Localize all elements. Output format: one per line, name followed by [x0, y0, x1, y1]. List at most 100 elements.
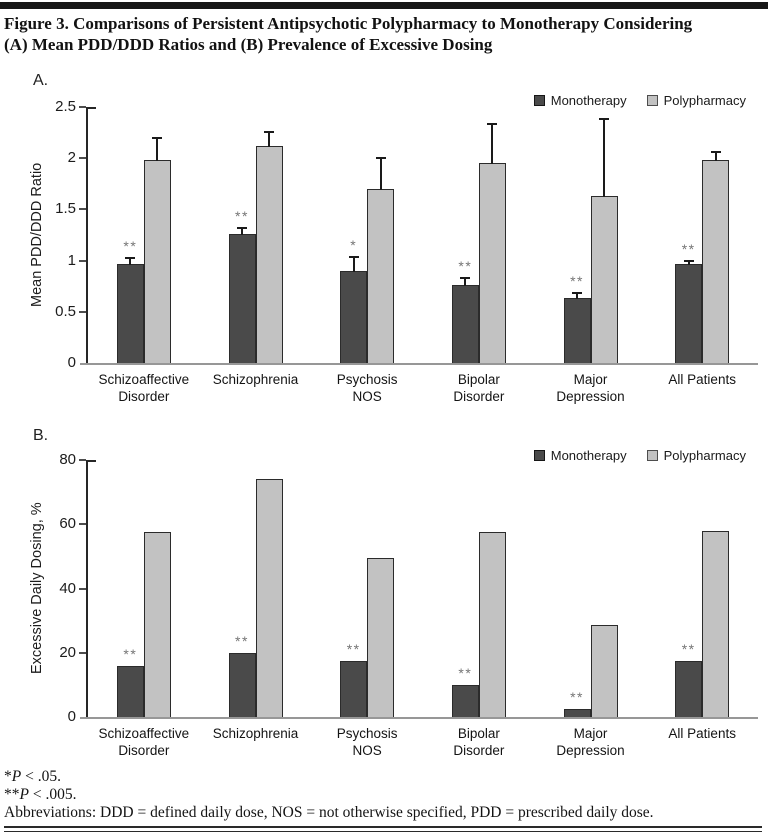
legend-label-monotherapy: Monotherapy: [550, 93, 627, 108]
x-category-label: All Patients: [668, 372, 736, 387]
error-bar: [241, 227, 243, 235]
error-bar: [268, 131, 270, 147]
x-category-label: Schizoaffective Disorder: [98, 726, 190, 758]
x-category-label: Schizoaffective Disorder: [98, 372, 190, 404]
category-group: ** Psychosis NOS: [311, 460, 423, 758]
significance-marker: *: [350, 237, 358, 253]
legend-item-monotherapy: Monotherapy: [533, 93, 627, 108]
y-axis-tick-label: 0: [67, 708, 76, 725]
category-group: ** Major Depression: [535, 460, 647, 758]
significance-marker: **: [123, 238, 138, 254]
y-axis-tick: [79, 459, 86, 461]
x-category-label: Major Depression: [556, 372, 625, 404]
bar-pair: **: [228, 131, 283, 363]
y-axis-tick: [79, 208, 86, 211]
category-group: ** Schizoaffective Disorder: [88, 107, 200, 404]
category-group: ** Schizophrenia: [200, 460, 312, 741]
legend: Monotherapy Polypharmacy: [533, 448, 746, 463]
significance-marker: **: [458, 258, 473, 274]
category-group: ** Schizophrenia: [200, 107, 312, 387]
y-axis-tick: [79, 157, 86, 160]
chart-panel-b: B. Monotherapy Polypharmacy Excessive Da…: [0, 423, 768, 773]
x-category-label: Schizophrenia: [212, 372, 299, 387]
chart-panel-a: A. Monotherapy Polypharmacy Mean PDD/DDD…: [0, 68, 768, 418]
significance-marker: **: [123, 646, 138, 662]
bar-pair: *: [340, 157, 395, 363]
bar-pair: **: [451, 123, 506, 363]
significance-marker: **: [681, 641, 696, 657]
significance-marker: **: [346, 641, 361, 657]
y-axis-tick: [79, 651, 86, 654]
category-group: ** All Patients: [646, 460, 758, 741]
top-rule: [0, 2, 768, 9]
y-axis-line: [86, 460, 88, 717]
error-bar-cap: [348, 256, 359, 258]
category-group: ** Schizoaffective Disorder: [88, 460, 200, 758]
error-bar: [576, 292, 579, 299]
x-category-label: Schizophrenia: [212, 726, 299, 741]
x-category-label: Major Depression: [556, 726, 625, 758]
y-axis-top-cap: [86, 460, 96, 462]
y-axis-tick: [79, 587, 86, 590]
error-bar-cap: [125, 257, 136, 259]
y-axis-title: Mean PDD/DDD Ratio: [29, 162, 45, 308]
y-axis-tick-label: 20: [59, 643, 76, 661]
bar-monotherapy: **: [228, 209, 256, 363]
x-axis-line: [80, 717, 758, 719]
figure-title-line2: (A) Mean PDD/DDD Ratios and (B) Prevalen…: [4, 35, 493, 54]
y-axis-tick: [79, 310, 86, 313]
error-bar-cap: [487, 123, 498, 125]
bottom-double-rule: [4, 826, 762, 832]
bar-pair: **: [563, 118, 618, 363]
bar-polypharmacy: [143, 137, 171, 363]
monotherapy-swatch-icon: [533, 450, 545, 461]
bar-monotherapy: **: [228, 634, 256, 717]
error-bar-cap: [599, 118, 610, 120]
bar-pair: **: [340, 558, 395, 717]
plot-area: 0 0.5 1 1.5 2 2.5 ** Schizoaffective Disorder ** S…: [55, 98, 758, 404]
x-category-label: Psychosis NOS: [336, 726, 398, 758]
legend-label-polypharmacy: Polypharmacy: [663, 93, 746, 108]
legend-item-monotherapy: Monotherapy: [533, 448, 627, 463]
significance-marker: **: [570, 273, 584, 289]
error-bar: [491, 123, 494, 164]
monotherapy-swatch-icon: [533, 95, 545, 106]
error-bar-cap: [152, 137, 163, 139]
bar-pair: **: [228, 479, 283, 717]
error-bar: [379, 157, 382, 190]
bar-polypharmacy: [478, 123, 506, 363]
bar-polypharmacy: [143, 532, 171, 717]
bar-groups: ** Schizoaffective Disorder ** Schizophrenia…: [88, 107, 758, 404]
bar-polypharmacy: [478, 532, 506, 717]
bar-polypharmacy: [590, 625, 618, 717]
y-axis-tick: [79, 106, 86, 108]
category-group: * Psychosis NOS: [311, 107, 423, 404]
y-axis-tick-label: 1.5: [55, 200, 76, 218]
abbreviations-note: Abbreviations: DDD = defined daily dose,…: [4, 804, 654, 821]
error-bar: [352, 256, 355, 272]
bar-monotherapy: **: [451, 666, 479, 717]
bar-polypharmacy: [367, 558, 395, 717]
plot-area: 0 20 40 60 80 ** Schizoaffective Disorder ** Schi…: [59, 451, 758, 758]
bar-polypharmacy: [367, 157, 395, 363]
y-axis-tick-label: 2: [67, 149, 76, 167]
y-axis-top-cap: [86, 107, 96, 109]
error-bar-cap: [237, 227, 247, 229]
bar-pair: **: [116, 532, 171, 717]
significance-marker: **: [235, 633, 249, 649]
error-bar-cap: [375, 157, 386, 159]
y-axis-tick-label: 80: [59, 451, 76, 468]
x-axis-line: [80, 363, 758, 365]
panel-b-label: B.: [33, 427, 49, 444]
x-category-label: All Patients: [668, 726, 736, 741]
significance-marker: **: [235, 208, 249, 224]
polypharmacy-swatch-icon: [646, 450, 658, 461]
bar-polypharmacy: [702, 531, 730, 717]
bar-pair: **: [451, 532, 506, 717]
legend: Monotherapy Polypharmacy: [533, 93, 746, 108]
legend-label-monotherapy: Monotherapy: [550, 448, 627, 463]
error-bar-cap: [710, 151, 721, 153]
bar-monotherapy: **: [116, 239, 144, 363]
y-axis-tick-label: 2.5: [55, 98, 76, 115]
